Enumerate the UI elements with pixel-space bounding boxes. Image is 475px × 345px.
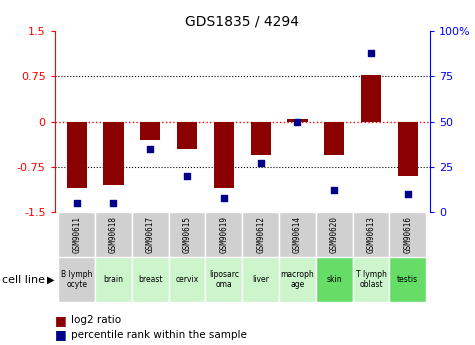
Text: ■: ■ <box>55 314 66 327</box>
Bar <box>214 122 234 188</box>
Text: breast: breast <box>138 275 162 284</box>
Point <box>331 188 338 193</box>
Text: testis: testis <box>397 275 418 284</box>
Bar <box>324 122 344 155</box>
Bar <box>279 257 316 302</box>
Bar <box>361 75 381 122</box>
Bar <box>398 122 418 176</box>
Text: brain: brain <box>104 275 124 284</box>
Bar <box>177 122 197 149</box>
Text: GSM90611: GSM90611 <box>72 216 81 253</box>
Bar <box>66 122 87 188</box>
Point <box>183 173 191 179</box>
Text: GSM90616: GSM90616 <box>403 216 412 253</box>
Text: cell line: cell line <box>2 275 46 285</box>
Text: liver: liver <box>252 275 269 284</box>
Text: T lymph
oblast: T lymph oblast <box>356 270 387 289</box>
Bar <box>316 257 352 302</box>
Text: GSM90619: GSM90619 <box>219 216 228 253</box>
Point <box>220 195 228 200</box>
Point <box>404 191 412 197</box>
Text: ■: ■ <box>55 328 66 341</box>
Bar <box>206 257 242 302</box>
Text: ▶: ▶ <box>47 275 54 285</box>
Point <box>257 160 265 166</box>
Text: liposarc
oma: liposarc oma <box>209 270 239 289</box>
Bar <box>390 257 426 302</box>
Text: GSM90620: GSM90620 <box>330 216 339 253</box>
Text: log2 ratio: log2 ratio <box>71 315 122 325</box>
Bar <box>279 212 316 257</box>
Bar <box>132 212 169 257</box>
Text: B lymph
ocyte: B lymph ocyte <box>61 270 92 289</box>
Bar <box>287 119 307 122</box>
Text: macroph
age: macroph age <box>281 270 314 289</box>
Text: GSM90618: GSM90618 <box>109 216 118 253</box>
Point <box>110 200 117 206</box>
Bar <box>352 212 390 257</box>
Bar <box>206 212 242 257</box>
Bar <box>104 122 124 185</box>
Bar <box>140 122 161 140</box>
Point <box>294 119 301 125</box>
Text: GSM90614: GSM90614 <box>293 216 302 253</box>
Text: GSM90613: GSM90613 <box>367 216 376 253</box>
Bar <box>390 212 426 257</box>
Text: GSM90612: GSM90612 <box>256 216 265 253</box>
Bar <box>169 212 206 257</box>
Bar <box>242 212 279 257</box>
Text: percentile rank within the sample: percentile rank within the sample <box>71 330 247 339</box>
Point <box>146 146 154 151</box>
Text: cervix: cervix <box>175 275 199 284</box>
Bar <box>250 122 271 155</box>
Bar <box>95 257 132 302</box>
Title: GDS1835 / 4294: GDS1835 / 4294 <box>185 14 299 29</box>
Text: GSM90615: GSM90615 <box>182 216 191 253</box>
Bar <box>352 257 390 302</box>
Bar <box>58 212 95 257</box>
Point <box>73 200 80 206</box>
Bar <box>242 257 279 302</box>
Text: skin: skin <box>326 275 342 284</box>
Bar <box>95 212 132 257</box>
Point <box>367 50 375 56</box>
Bar <box>132 257 169 302</box>
Bar <box>58 257 95 302</box>
Text: GSM90617: GSM90617 <box>146 216 155 253</box>
Bar <box>169 257 206 302</box>
Bar <box>316 212 352 257</box>
